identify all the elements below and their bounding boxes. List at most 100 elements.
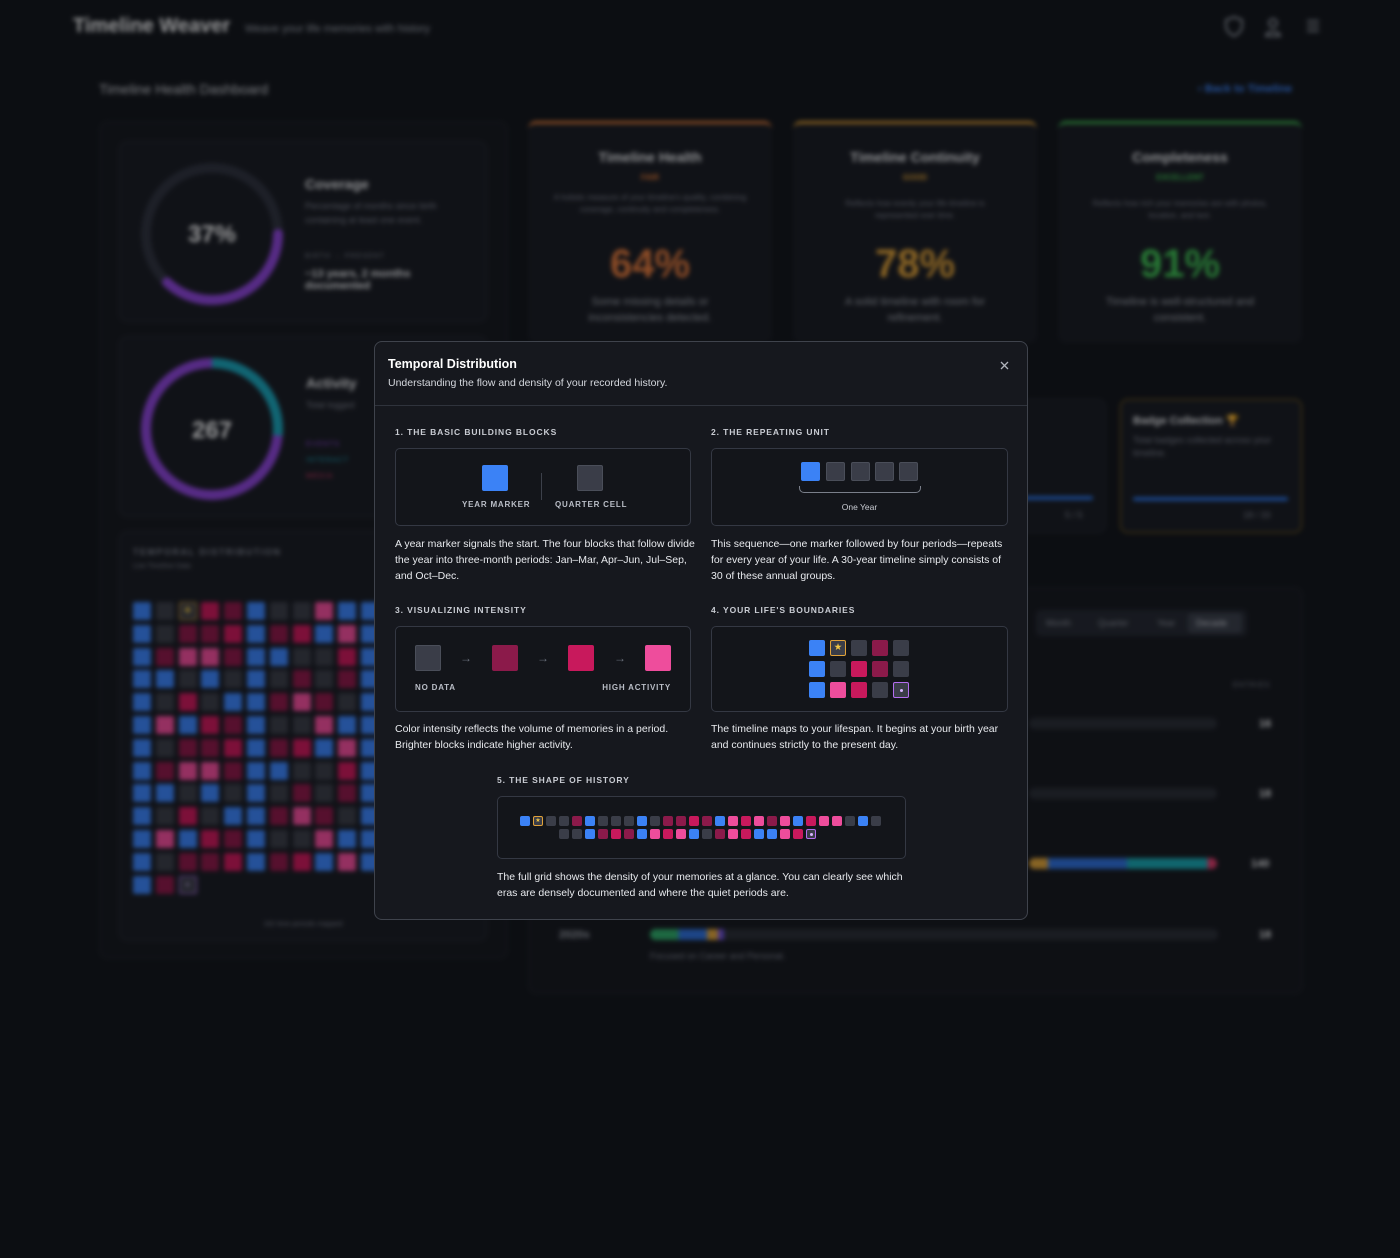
progress-count: 5 / 5 bbox=[1065, 510, 1083, 520]
quarter-cell bbox=[851, 462, 870, 481]
grid-cell bbox=[155, 761, 174, 780]
intensity-cell bbox=[492, 645, 518, 671]
grid-cell bbox=[224, 602, 243, 620]
intensity-cell bbox=[415, 645, 441, 671]
grid-cell bbox=[793, 816, 803, 826]
grid-cell bbox=[269, 830, 288, 848]
dashboard-title: Timeline Health Dashboard bbox=[99, 81, 269, 97]
info-modal: Temporal Distribution Understanding the … bbox=[374, 341, 1028, 920]
grid-cell bbox=[201, 624, 220, 643]
section-text: A year marker signals the start. The fou… bbox=[395, 538, 695, 582]
grid-cell bbox=[893, 661, 909, 677]
grid-cell bbox=[559, 816, 569, 826]
metric-description: Reflects how evenly your life timeline i… bbox=[845, 199, 985, 220]
grid-cell bbox=[315, 738, 334, 757]
grid-cell bbox=[155, 784, 174, 803]
grid-cell bbox=[624, 816, 634, 826]
box-label: YEAR MARKER bbox=[462, 500, 531, 509]
grid-cell bbox=[830, 661, 846, 677]
period-count: 16 bbox=[1259, 718, 1272, 730]
grid-cell bbox=[637, 816, 647, 826]
metric-note: A solid timeline with room for refinemen… bbox=[845, 296, 985, 324]
activity-description: Total logged bbox=[306, 400, 355, 410]
grid-cell bbox=[133, 693, 151, 712]
grid-cell bbox=[292, 716, 311, 734]
grid-cell bbox=[315, 830, 334, 848]
app-title: Timeline Weaver bbox=[73, 15, 231, 37]
grid-cell bbox=[269, 670, 288, 689]
period-tabs: Month Quarter Year Decade bbox=[1036, 610, 1247, 636]
grid-cell bbox=[155, 716, 174, 734]
tab[interactable]: Month bbox=[1046, 618, 1072, 628]
grid-cell bbox=[247, 693, 265, 712]
tab-active[interactable]: Decade bbox=[1188, 613, 1242, 633]
back-link[interactable]: ‹ Back to Timeline bbox=[1198, 83, 1292, 95]
example-box: One Year bbox=[711, 448, 1008, 526]
grid-cell bbox=[893, 640, 909, 656]
grid-cell bbox=[133, 852, 151, 871]
grid-cell bbox=[247, 670, 265, 689]
grid-cell bbox=[247, 852, 265, 871]
metric-title: Completeness bbox=[1132, 149, 1228, 165]
grid-cell bbox=[702, 816, 712, 826]
grid-cell bbox=[315, 784, 334, 803]
grid-cell bbox=[178, 738, 197, 757]
divider bbox=[375, 405, 1027, 406]
period-bar bbox=[650, 929, 1218, 940]
decade-note: Focused on Career and Personal. bbox=[650, 951, 786, 961]
grid-cell bbox=[871, 816, 881, 826]
badge-title-text: Badge Collection bbox=[1133, 415, 1223, 427]
grid-cell bbox=[728, 816, 738, 826]
grid-cell bbox=[611, 816, 621, 826]
grid-cell bbox=[754, 829, 764, 839]
grid-cell bbox=[585, 829, 595, 839]
tab[interactable]: Quarter bbox=[1098, 618, 1129, 628]
shield-icon[interactable] bbox=[1225, 16, 1243, 38]
section-text: Color intensity reflects the volume of m… bbox=[395, 723, 669, 751]
grid-cell bbox=[338, 761, 357, 780]
grid-cell bbox=[315, 807, 334, 826]
grid-cell bbox=[292, 602, 311, 620]
badge-progress bbox=[1133, 497, 1288, 501]
close-button[interactable] bbox=[999, 360, 1011, 372]
grid-cell bbox=[269, 761, 288, 780]
grid-cell bbox=[754, 816, 764, 826]
metric-rating: FAIR bbox=[640, 173, 660, 182]
section-text: This sequence—one marker followed by fou… bbox=[711, 538, 1003, 582]
coverage-ring: 37% bbox=[141, 163, 283, 305]
grid-cell bbox=[247, 807, 265, 826]
grid-cell bbox=[809, 661, 825, 677]
example-box: → → → NO DATA HIGH ACTIVITY bbox=[395, 626, 691, 712]
grid-cell bbox=[338, 693, 357, 712]
metric-description: Reflects how rich your memories are with… bbox=[1092, 199, 1268, 220]
progress-bar bbox=[991, 496, 1093, 500]
grid-cell bbox=[650, 829, 660, 839]
period-bar bbox=[1029, 718, 1217, 729]
grid-cell bbox=[315, 716, 334, 734]
grid-cell bbox=[338, 807, 357, 826]
example-box: ★ bbox=[497, 796, 906, 859]
grid-cell bbox=[292, 784, 311, 803]
box-label: HIGH ACTIVITY bbox=[602, 683, 671, 692]
grid-cell bbox=[780, 829, 790, 839]
temporal-subtitle: Live Timeline Data bbox=[133, 563, 191, 570]
grid-cell bbox=[663, 816, 673, 826]
grid-cell bbox=[830, 682, 846, 698]
grid-cell bbox=[624, 829, 634, 839]
arrow: → bbox=[614, 651, 626, 665]
badge-card[interactable]: Badge Collection 🏆 Total badges collecte… bbox=[1120, 399, 1302, 533]
user-icon[interactable] bbox=[1268, 18, 1278, 28]
grid-cell bbox=[201, 716, 220, 734]
tab[interactable]: Year bbox=[1157, 618, 1176, 628]
grid-cell bbox=[292, 647, 311, 666]
ring-fill bbox=[141, 163, 283, 305]
activity-value: 267 bbox=[192, 417, 232, 444]
grid-cell bbox=[338, 852, 357, 871]
settings-icon[interactable] bbox=[1307, 20, 1319, 32]
grid-cell bbox=[133, 784, 151, 803]
grid-cell bbox=[224, 624, 243, 643]
present-cell bbox=[178, 875, 197, 894]
back-link-text[interactable]: Back to Timeline bbox=[1204, 83, 1292, 95]
modal-title: Temporal Distribution bbox=[388, 357, 517, 371]
present-cell bbox=[893, 682, 909, 698]
